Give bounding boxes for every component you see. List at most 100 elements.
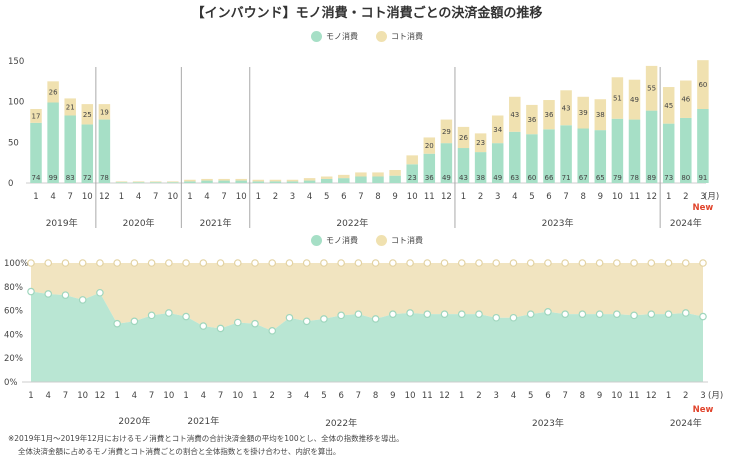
- point-koto-top: [96, 259, 104, 267]
- x-tick-label: 4: [512, 192, 517, 202]
- point-mono: [613, 310, 621, 318]
- point-mono: [96, 288, 104, 297]
- point-koto-top: [578, 259, 587, 267]
- point-koto-top: [526, 259, 535, 267]
- x-tick-label: 9: [598, 192, 603, 202]
- bar-koto: [355, 172, 367, 177]
- point-koto-top: [544, 259, 552, 267]
- bar-koto-value-label: 46: [681, 96, 690, 104]
- point-koto-top: [406, 259, 414, 267]
- footnote-line-2: 全体決済金額に占めるモノ消費とコト消費ごとの割合と全体指数とを掛け合わせ、内訳を…: [18, 447, 341, 456]
- point-mono: [440, 310, 449, 318]
- year-label: 2019年: [46, 217, 78, 229]
- point-mono: [681, 309, 690, 317]
- bar-koto-value-label: 21: [66, 103, 75, 111]
- bar-mono-value-label: 83: [66, 174, 75, 182]
- point-mono: [509, 313, 518, 322]
- year-label: 2023年: [532, 417, 564, 429]
- bar-koto-value-label: 29: [442, 128, 451, 136]
- bar-koto: [543, 100, 555, 130]
- x-tick-label: 10: [167, 192, 178, 202]
- bar-koto-value-label: 60: [698, 81, 707, 89]
- bar-koto-value-label: 51: [613, 95, 622, 103]
- point-mono: [371, 315, 380, 323]
- point-mono: [165, 309, 173, 317]
- point-koto-top: [613, 259, 621, 267]
- bar-mono: [115, 182, 128, 183]
- bar-koto-value-label: 26: [459, 134, 468, 142]
- year-label: 2021年: [200, 217, 232, 229]
- bar-mono: [509, 131, 521, 183]
- y-tick-label: 150: [8, 57, 24, 67]
- x-tick-label: 1: [183, 391, 188, 401]
- y-tick-label: 0: [8, 179, 13, 189]
- point-mono: [406, 309, 414, 317]
- point-mono: [182, 312, 190, 321]
- point-mono: [647, 310, 656, 318]
- x-tick-label: 8: [373, 391, 378, 401]
- point-koto-top: [664, 259, 673, 267]
- bar-koto: [252, 179, 265, 182]
- point-mono: [27, 287, 35, 296]
- year-label: 2024年: [670, 217, 702, 229]
- bar-koto: [132, 181, 145, 183]
- point-mono: [457, 310, 466, 318]
- bar-koto-value-label: 25: [83, 111, 92, 119]
- point-koto-top: [320, 259, 328, 267]
- bar-mono: [474, 152, 487, 183]
- bar-mono: [149, 182, 162, 183]
- x-tick-label: 2: [478, 192, 483, 202]
- x-tick-label: 3: [287, 391, 292, 401]
- bar-mono-value-label: 89: [647, 174, 656, 182]
- bar-koto: [697, 60, 709, 109]
- bar-mono-value-label: 36: [425, 174, 434, 182]
- point-koto-top: [371, 259, 380, 267]
- bar-mono: [201, 180, 213, 183]
- x-tick-label: 10: [82, 192, 93, 202]
- x-tick-label: 6: [341, 192, 346, 202]
- bar-mono-value-label: 23: [408, 174, 417, 182]
- point-koto-top: [182, 259, 190, 267]
- point-mono: [492, 313, 501, 322]
- bottom-chart-legend: モノ消費 コト消費: [0, 235, 734, 246]
- x-tick-label: 4: [307, 192, 312, 202]
- point-mono: [337, 311, 345, 320]
- bar-mono: [543, 129, 555, 183]
- bar-koto: [149, 181, 162, 183]
- x-tick-label: 12: [95, 391, 106, 401]
- x-tick-label: 6: [545, 391, 550, 401]
- bar-mono-value-label: 71: [562, 174, 571, 182]
- bar-koto: [218, 178, 230, 181]
- point-koto-top: [27, 259, 35, 267]
- bar-mono: [47, 102, 59, 183]
- point-mono: [233, 318, 242, 327]
- bar-mono-value-label: 65: [596, 174, 605, 182]
- bar-koto: [372, 172, 384, 177]
- x-tick-label: 1: [114, 391, 119, 401]
- bar-koto-value-label: 49: [630, 96, 639, 104]
- point-mono: [595, 310, 604, 318]
- bar-koto: [611, 77, 624, 119]
- x-tick-label: 12: [99, 192, 110, 202]
- point-koto-top: [440, 259, 449, 267]
- point-mono: [113, 319, 121, 328]
- bar-mono: [235, 180, 247, 183]
- point-mono: [44, 290, 53, 298]
- bar-mono-value-label: 43: [459, 174, 468, 182]
- point-mono: [630, 311, 638, 320]
- point-koto-top: [595, 259, 604, 267]
- point-koto-top: [423, 259, 432, 267]
- point-mono: [664, 310, 673, 318]
- bar-koto-value-label: 43: [510, 111, 519, 119]
- bar-koto: [235, 178, 247, 181]
- point-koto-top: [251, 259, 259, 267]
- point-mono: [199, 322, 208, 330]
- x-tick-label: 3: [700, 192, 705, 202]
- y-tick-label: 80%: [4, 283, 23, 293]
- year-label: 2022年: [336, 217, 368, 229]
- point-koto-top: [130, 259, 139, 267]
- x-tick-label: 10: [236, 192, 247, 202]
- bar-mono-value-label: 72: [83, 174, 92, 182]
- bar-koto: [680, 80, 692, 118]
- x-tick-label: 4: [50, 192, 55, 202]
